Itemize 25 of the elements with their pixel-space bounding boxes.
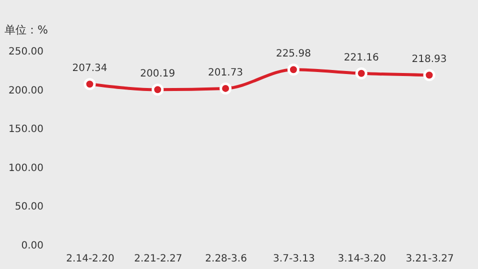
y-tick-label: 0.00	[21, 240, 44, 252]
point	[423, 69, 436, 82]
x-tick-label: 2.21-2.27	[134, 254, 182, 264]
point	[287, 64, 300, 76]
data-label: 207.34	[72, 63, 108, 74]
x-tick-label: 2.14-2.20	[66, 254, 114, 264]
x-tick-label: 3.21-3.27	[406, 254, 454, 264]
y-tick-label: 250.00	[8, 46, 44, 58]
y-axis-title: 单位：%	[4, 24, 48, 36]
x-tick-label: 3.14-3.20	[338, 254, 386, 264]
point	[84, 78, 96, 90]
y-tick-label: 200.00	[8, 85, 44, 96]
y-tick-label: 50.00	[14, 202, 44, 213]
point	[152, 84, 164, 96]
point	[220, 82, 232, 94]
data-label: 200.19	[140, 68, 176, 80]
y-tick-label: 150.00	[8, 124, 44, 136]
x-tick-label: 3.7-3.13	[273, 254, 315, 264]
point	[355, 67, 368, 80]
data-label: 225.98	[276, 48, 311, 60]
data-label: 221.16	[344, 52, 379, 64]
data-label: 218.93	[412, 54, 447, 66]
data-label: 201.73	[208, 67, 244, 78]
x-tick-label: 2.28-3.6	[205, 254, 247, 264]
y-tick-label: 100.00	[8, 162, 44, 174]
